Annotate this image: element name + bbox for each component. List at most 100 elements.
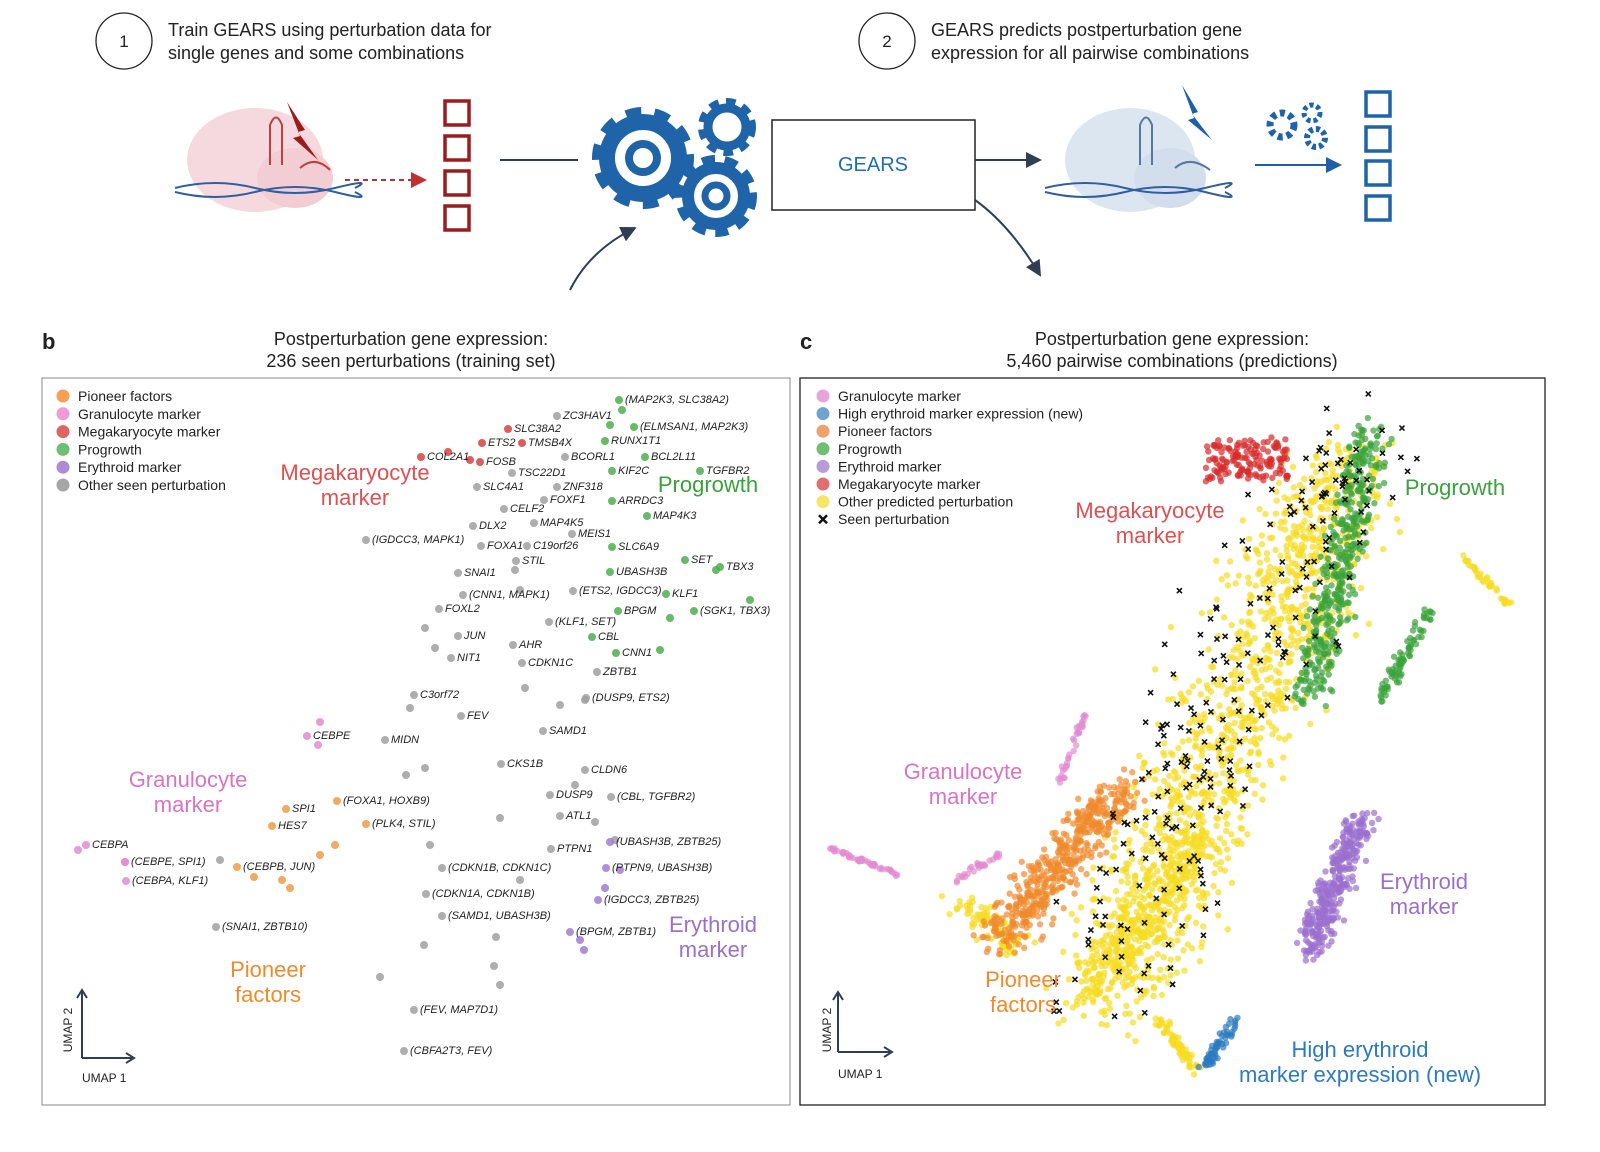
point: [1268, 434, 1275, 441]
point: [1038, 936, 1045, 943]
seen-marker: [1237, 676, 1244, 683]
seen-marker: [1160, 732, 1167, 739]
point: [1397, 655, 1404, 662]
point: [1007, 928, 1015, 936]
gene-label: SET: [691, 554, 714, 566]
point: [1075, 857, 1083, 864]
point: [1508, 599, 1515, 606]
seen-marker: [1141, 970, 1148, 977]
point: [602, 864, 610, 872]
point: [1275, 479, 1283, 487]
point: [1501, 600, 1509, 607]
point: [1154, 950, 1161, 958]
point: [1083, 977, 1090, 985]
point: [1145, 880, 1152, 887]
point: [946, 911, 953, 918]
point: [1059, 873, 1066, 881]
point: [1114, 992, 1121, 999]
point: [666, 614, 674, 622]
point: [1169, 786, 1176, 794]
seen-marker: [1154, 840, 1161, 847]
point: [1178, 1050, 1186, 1057]
point: [1131, 824, 1139, 832]
point: [1121, 808, 1128, 815]
seen-marker: [1177, 805, 1184, 812]
point: [1043, 883, 1050, 891]
point: [1192, 863, 1199, 870]
seen-marker: [1299, 488, 1306, 495]
point: [938, 892, 946, 900]
point: [420, 941, 428, 949]
point: [1329, 467, 1337, 474]
point: [1016, 886, 1023, 893]
point: [1176, 816, 1184, 824]
point: [1221, 839, 1228, 847]
point: [1098, 977, 1105, 985]
point: [1352, 884, 1360, 892]
seen-marker: [1167, 965, 1174, 972]
seen-marker: [1268, 486, 1275, 493]
step-text: single genes and some combinations: [168, 43, 464, 63]
gene-label: ATL1: [565, 810, 591, 822]
point: [1359, 494, 1366, 502]
seen-marker: [1358, 508, 1365, 516]
gene-label: FOXA1: [487, 540, 523, 552]
legend-marker: [816, 477, 830, 491]
step-number: 2: [882, 32, 891, 51]
seen-marker: [1264, 702, 1271, 709]
point: [1198, 939, 1206, 946]
point: [1083, 870, 1090, 878]
point: [1037, 866, 1044, 873]
point: [1107, 866, 1115, 873]
point: [1311, 667, 1318, 674]
seen-marker: [1186, 857, 1193, 864]
point: [1311, 693, 1319, 700]
point: [1228, 684, 1236, 691]
seen-marker: [1258, 712, 1265, 719]
point: [1358, 517, 1366, 525]
point: [1133, 998, 1140, 1005]
point: [1131, 936, 1139, 943]
panel-title: 5,460 pairwise combinations (predictions…: [1006, 351, 1337, 371]
point: [1325, 588, 1332, 596]
point: [1218, 576, 1225, 583]
point: [1273, 488, 1280, 495]
point: [1352, 849, 1359, 856]
point: [1040, 846, 1048, 853]
point: [1055, 884, 1063, 892]
seen-marker: [1201, 738, 1208, 746]
point: [1126, 968, 1133, 976]
seen-marker: [1191, 853, 1198, 860]
legend-label: Megakaryocyte marker: [838, 476, 981, 492]
point: [1266, 656, 1273, 664]
gene-label: CKS1B: [507, 758, 543, 770]
point: [867, 860, 875, 868]
point: [1327, 523, 1334, 531]
panel-title: Postperturbation gene expression:: [1035, 329, 1309, 349]
point: [282, 805, 290, 813]
seen-marker: [1195, 857, 1202, 864]
legend-label: Progrowth: [78, 441, 142, 457]
point: [1259, 782, 1267, 789]
point: [1185, 737, 1193, 744]
point: [1312, 940, 1320, 947]
point: [1255, 696, 1263, 704]
point: [1228, 672, 1235, 679]
seen-marker: [1326, 430, 1333, 437]
gene-label: (PLK4, STIL): [372, 818, 436, 830]
seen-marker: [1218, 755, 1225, 762]
point: [1155, 935, 1163, 942]
point: [746, 596, 754, 604]
point: [1306, 506, 1313, 513]
point: [996, 931, 1003, 939]
point: [417, 453, 425, 461]
point: [1198, 728, 1206, 735]
legend-marker: [816, 459, 830, 473]
point: [1368, 524, 1375, 532]
point: [608, 543, 616, 551]
point: [1081, 829, 1089, 836]
gene-label: (IGDCC3, ZBTB25): [604, 894, 700, 906]
point: [1193, 782, 1200, 790]
point: [1478, 577, 1486, 584]
point: [1213, 468, 1221, 475]
